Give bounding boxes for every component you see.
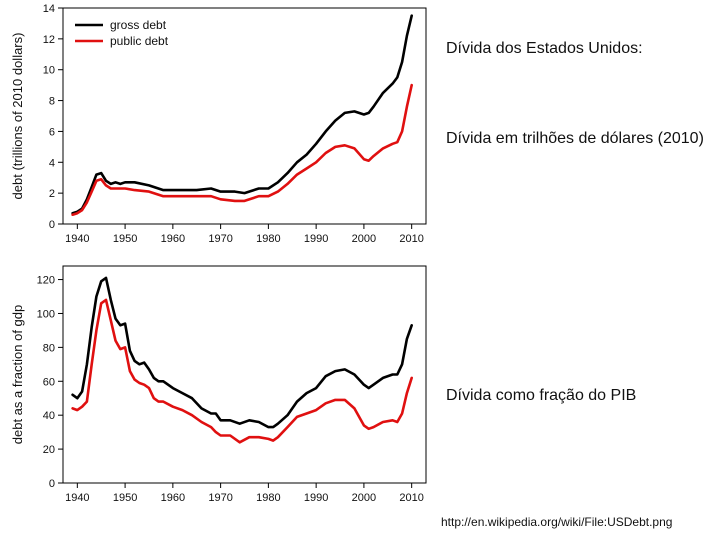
note-unit: Dívida em trilhões de dólares (2010) xyxy=(446,130,704,147)
x-tick-label: 1970 xyxy=(208,233,232,245)
series-line-gross-debt xyxy=(71,14,414,215)
x-tick-label: 2010 xyxy=(399,492,423,504)
y-tick-label: 2 xyxy=(49,188,55,200)
y-tick-label: 14 xyxy=(43,3,55,15)
chart-debt-trillions: 0 2 4 6 8 10 12 14 1940 1950 1960 1970 1980 1990 2000 2… xyxy=(10,3,427,245)
legend-label-public: public debt xyxy=(110,34,169,48)
x-tick-label: 1990 xyxy=(304,492,328,504)
y-tick-label: 20 xyxy=(43,444,55,456)
y-tick-label: 80 xyxy=(43,342,55,354)
legend-label-gross: gross debt xyxy=(110,18,167,32)
series-line-public-debt xyxy=(71,83,414,216)
x-tick-label: 1950 xyxy=(113,492,137,504)
plot-frame xyxy=(62,7,427,225)
x-tick-label: 2000 xyxy=(352,233,376,245)
y-tick-label: 40 xyxy=(43,410,55,422)
y-tick-label: 10 xyxy=(43,65,55,77)
note-title: Dívida dos Estados Unidos: xyxy=(446,40,643,57)
y-axis-label: debt as a fraction of gdp xyxy=(10,305,25,444)
y-tick-label: 8 xyxy=(49,96,55,108)
x-tick-label: 2010 xyxy=(399,233,423,245)
x-tick-label: 1950 xyxy=(113,233,137,245)
y-tick-label: 60 xyxy=(43,376,55,388)
y-tick-label: 120 xyxy=(37,275,55,287)
x-tick-label: 1940 xyxy=(65,492,89,504)
plot-frame xyxy=(62,265,427,484)
x-tick-label: 1960 xyxy=(161,233,185,245)
y-tick-label: 0 xyxy=(49,219,55,231)
x-tick-label: 1940 xyxy=(65,233,89,245)
x-tick-label: 2000 xyxy=(352,492,376,504)
y-axis-label: debt (trillions of 2010 dollars) xyxy=(10,33,25,200)
source-url[interactable]: http://en.wikipedia.org/wiki/File:USDebt… xyxy=(441,515,673,529)
y-tick-label: 4 xyxy=(49,157,55,169)
x-tick-label: 1960 xyxy=(161,492,185,504)
y-tick-label: 0 xyxy=(49,478,55,490)
series-line-gross-debt xyxy=(71,276,414,429)
note-gdp-fraction: Dívida como fração do PIB xyxy=(446,387,637,404)
y-tick-label: 12 xyxy=(43,34,55,46)
x-tick-label: 1970 xyxy=(208,492,232,504)
y-tick-label: 100 xyxy=(37,308,55,320)
x-tick-label: 1990 xyxy=(304,233,328,245)
x-tick-label: 1980 xyxy=(256,233,280,245)
chart-debt-gdp: 0 20 40 60 80 100 120 1940 1950 1960 1970 1980 1990 2… xyxy=(10,265,427,504)
x-tick-label: 1980 xyxy=(256,492,280,504)
y-tick-label: 6 xyxy=(49,126,55,138)
series-line-public-debt xyxy=(71,298,414,444)
